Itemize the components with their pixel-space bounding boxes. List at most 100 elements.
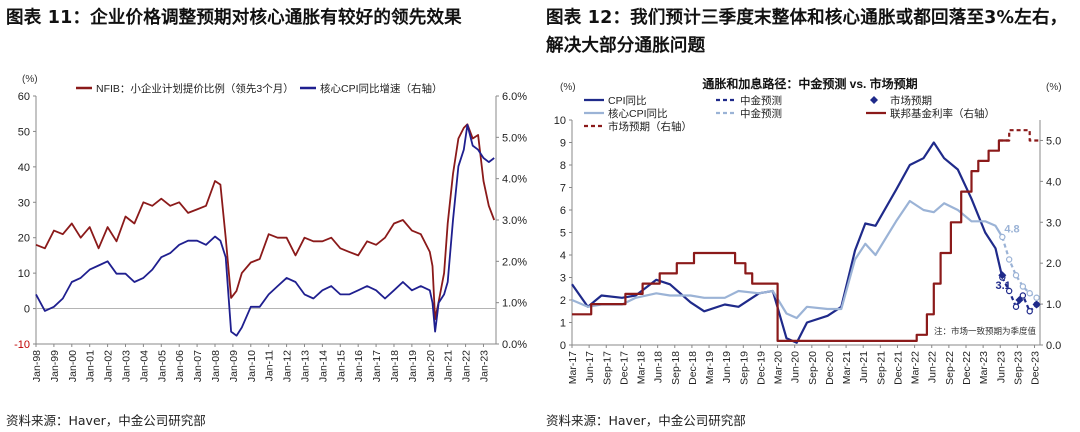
legend-label-6: 市场预期（右轴） bbox=[608, 120, 692, 133]
left-y-tick-label: 0 bbox=[560, 340, 566, 352]
x-tick-label: Sep-22 bbox=[944, 351, 956, 385]
series-2-point bbox=[1015, 296, 1024, 304]
x-tick-label: Jan-18 bbox=[389, 350, 401, 382]
x-tick-label: Sep-18 bbox=[670, 351, 682, 385]
x-tick-label: Dec-21 bbox=[892, 351, 904, 385]
figure-12-chart: 通胀和加息路径：中金预测 vs. 市场预期 (%) (%) 0 1 2 3 4 5 6 7 8 9 10 0… bbox=[554, 76, 1062, 385]
left-y-tick-label: 0 bbox=[24, 304, 30, 316]
right-y-tick-label: 4.0 bbox=[1046, 176, 1061, 188]
x-tick-label: Jun-17 bbox=[584, 351, 596, 383]
left-y-tick-label: 60 bbox=[18, 91, 30, 103]
x-tick-label: Jan-05 bbox=[156, 350, 168, 382]
x-tick-label: Jan-19 bbox=[407, 350, 419, 382]
series-4-marker bbox=[1033, 294, 1040, 301]
x-tick-label: Jun-20 bbox=[790, 351, 802, 383]
x-tick-label: Dec-23 bbox=[1030, 351, 1042, 385]
x-tick-label: Sep-21 bbox=[875, 351, 887, 385]
x-tick-label: Jan-10 bbox=[246, 350, 258, 382]
series-1-marker bbox=[1026, 308, 1033, 315]
right-y-tick-label: 1.0% bbox=[502, 298, 527, 310]
x-tick-label: Jan-06 bbox=[174, 350, 186, 382]
series-1-marker bbox=[1005, 287, 1013, 295]
left-y-tick-label: 10 bbox=[554, 115, 566, 127]
series-1-marker bbox=[1012, 303, 1020, 310]
series-1-marker bbox=[1019, 292, 1027, 299]
x-tick-label: Jan-08 bbox=[210, 350, 222, 382]
footnote: 注：市场一致预期为季度值 bbox=[934, 326, 1037, 336]
x-tick-label: Jan-09 bbox=[228, 350, 240, 382]
right-y-tick-label: 0.0% bbox=[502, 339, 527, 351]
x-tick-label: Jun-18 bbox=[653, 351, 665, 383]
left-y-tick-label: 3 bbox=[560, 273, 566, 285]
series-2-point bbox=[998, 271, 1007, 280]
x-tick-label: Mar-18 bbox=[636, 351, 648, 384]
left-y-tick-label: 6 bbox=[560, 205, 566, 217]
legend-label-1: 中金预测 bbox=[740, 94, 782, 107]
annotation-4-8: 4.8 bbox=[1004, 224, 1019, 236]
x-tick-label: Dec-19 bbox=[755, 351, 767, 385]
x-tick-label: Mar-20 bbox=[773, 351, 785, 384]
left-y-tick-label: 8 bbox=[560, 160, 566, 172]
figure-12-title: 图表 12：我们预计三季度末整体和核心通胀或都回落至3%左右，解决大部分通胀问题 bbox=[546, 8, 1068, 56]
x-tick-label: Jan-23 bbox=[478, 350, 490, 382]
right-y-tick-label: 4.0% bbox=[502, 174, 527, 186]
x-tick-label: Jan-98 bbox=[31, 350, 43, 382]
series-4-marker bbox=[1026, 290, 1033, 297]
x-tick-label: Jan-16 bbox=[353, 350, 365, 382]
series-4-marker bbox=[1012, 272, 1020, 279]
legend-label-2: 市场预期 bbox=[890, 94, 932, 107]
x-tick-label: Jan-21 bbox=[443, 350, 455, 382]
figure-11-source: 资料来源：Haver，中金公司研究部 bbox=[6, 413, 206, 428]
legend-label-3: 核心CPI同比 bbox=[608, 107, 668, 120]
legend-swatch-2 bbox=[870, 96, 878, 104]
x-tick-label: Jan-01 bbox=[85, 350, 97, 382]
x-tick-label: Dec-18 bbox=[687, 351, 699, 385]
x-tick-label: Jan-22 bbox=[461, 350, 473, 382]
left-y-tick-label: 1 bbox=[560, 318, 566, 330]
right-y-tick-label: 1.0 bbox=[1046, 299, 1061, 311]
legend-label-1: 核心CPI同比增速（右轴） bbox=[320, 82, 443, 95]
left-y-tick-label: 7 bbox=[560, 183, 566, 195]
x-tick-label: Jan-02 bbox=[103, 350, 115, 382]
x-tick-label: Sep-20 bbox=[807, 351, 819, 385]
legend-label-4: 中金预测 bbox=[740, 107, 782, 120]
right-y-tick-label: 2.0 bbox=[1046, 258, 1061, 270]
x-tick-label: Jan-15 bbox=[335, 350, 347, 382]
right-y-tick-label: 6.0% bbox=[502, 91, 527, 103]
figure-11-chart: (%) -10 0 10 20 30 40 50 60 0.0% 1.0% 2.0% 3.0% 4.0% 5… bbox=[14, 74, 527, 382]
right-y-tick-label: 3.0% bbox=[502, 215, 527, 227]
left-y-tick-label: 30 bbox=[18, 197, 30, 209]
annotation-3-1: 3.1 bbox=[995, 280, 1010, 292]
figure-12-source: 资料来源：Haver，中金公司研究部 bbox=[546, 413, 746, 428]
figure-11-title: 图表 11：企业价格调整预期对核心通胀有较好的领先效果 bbox=[6, 8, 462, 28]
left-y-tick-label: 40 bbox=[18, 162, 30, 174]
right-y-tick-label: 2.0% bbox=[502, 256, 527, 268]
x-tick-label: Dec-17 bbox=[618, 351, 630, 385]
series-line-0 bbox=[35, 123, 496, 321]
series-4-marker bbox=[1005, 256, 1013, 263]
x-tick-label: Jan-99 bbox=[49, 350, 61, 382]
left-y-unit: (%) bbox=[560, 82, 576, 93]
x-tick-label: Sep-23 bbox=[1012, 351, 1024, 385]
series-5-line bbox=[572, 139, 1010, 342]
x-tick-label: Jan-04 bbox=[138, 350, 150, 382]
left-y-tick-label: 4 bbox=[560, 250, 566, 262]
x-tick-label: Jan-17 bbox=[371, 350, 383, 382]
right-y-tick-label: 5.0% bbox=[502, 132, 527, 144]
x-tick-label: Jan-20 bbox=[425, 350, 437, 382]
x-tick-label: Jun-19 bbox=[721, 351, 733, 383]
x-tick-label: Dec-20 bbox=[824, 351, 836, 385]
x-tick-label: Sep-17 bbox=[601, 351, 613, 385]
right-y-tick-label: 3.0 bbox=[1046, 217, 1061, 229]
x-tick-label: Jan-07 bbox=[192, 350, 204, 382]
x-tick-label: Jan-11 bbox=[264, 350, 276, 381]
series-2-point bbox=[1032, 300, 1041, 309]
x-tick-label: Mar-21 bbox=[841, 351, 853, 384]
legend-label-0: NFIB：小企业计划提价比例（领先3个月） bbox=[96, 82, 294, 95]
left-y-tick-label: 20 bbox=[18, 233, 30, 245]
legend-label-5: 联邦基金利率（右轴） bbox=[890, 107, 995, 120]
x-tick-label: Mar-19 bbox=[704, 351, 716, 384]
figure-12-panel: 图表 12：我们预计三季度末整体和核心通胀或都回落至3%左右，解决大部分通胀问题… bbox=[540, 0, 1080, 432]
right-y-unit: (%) bbox=[1046, 82, 1062, 93]
series-line-1 bbox=[35, 124, 495, 337]
